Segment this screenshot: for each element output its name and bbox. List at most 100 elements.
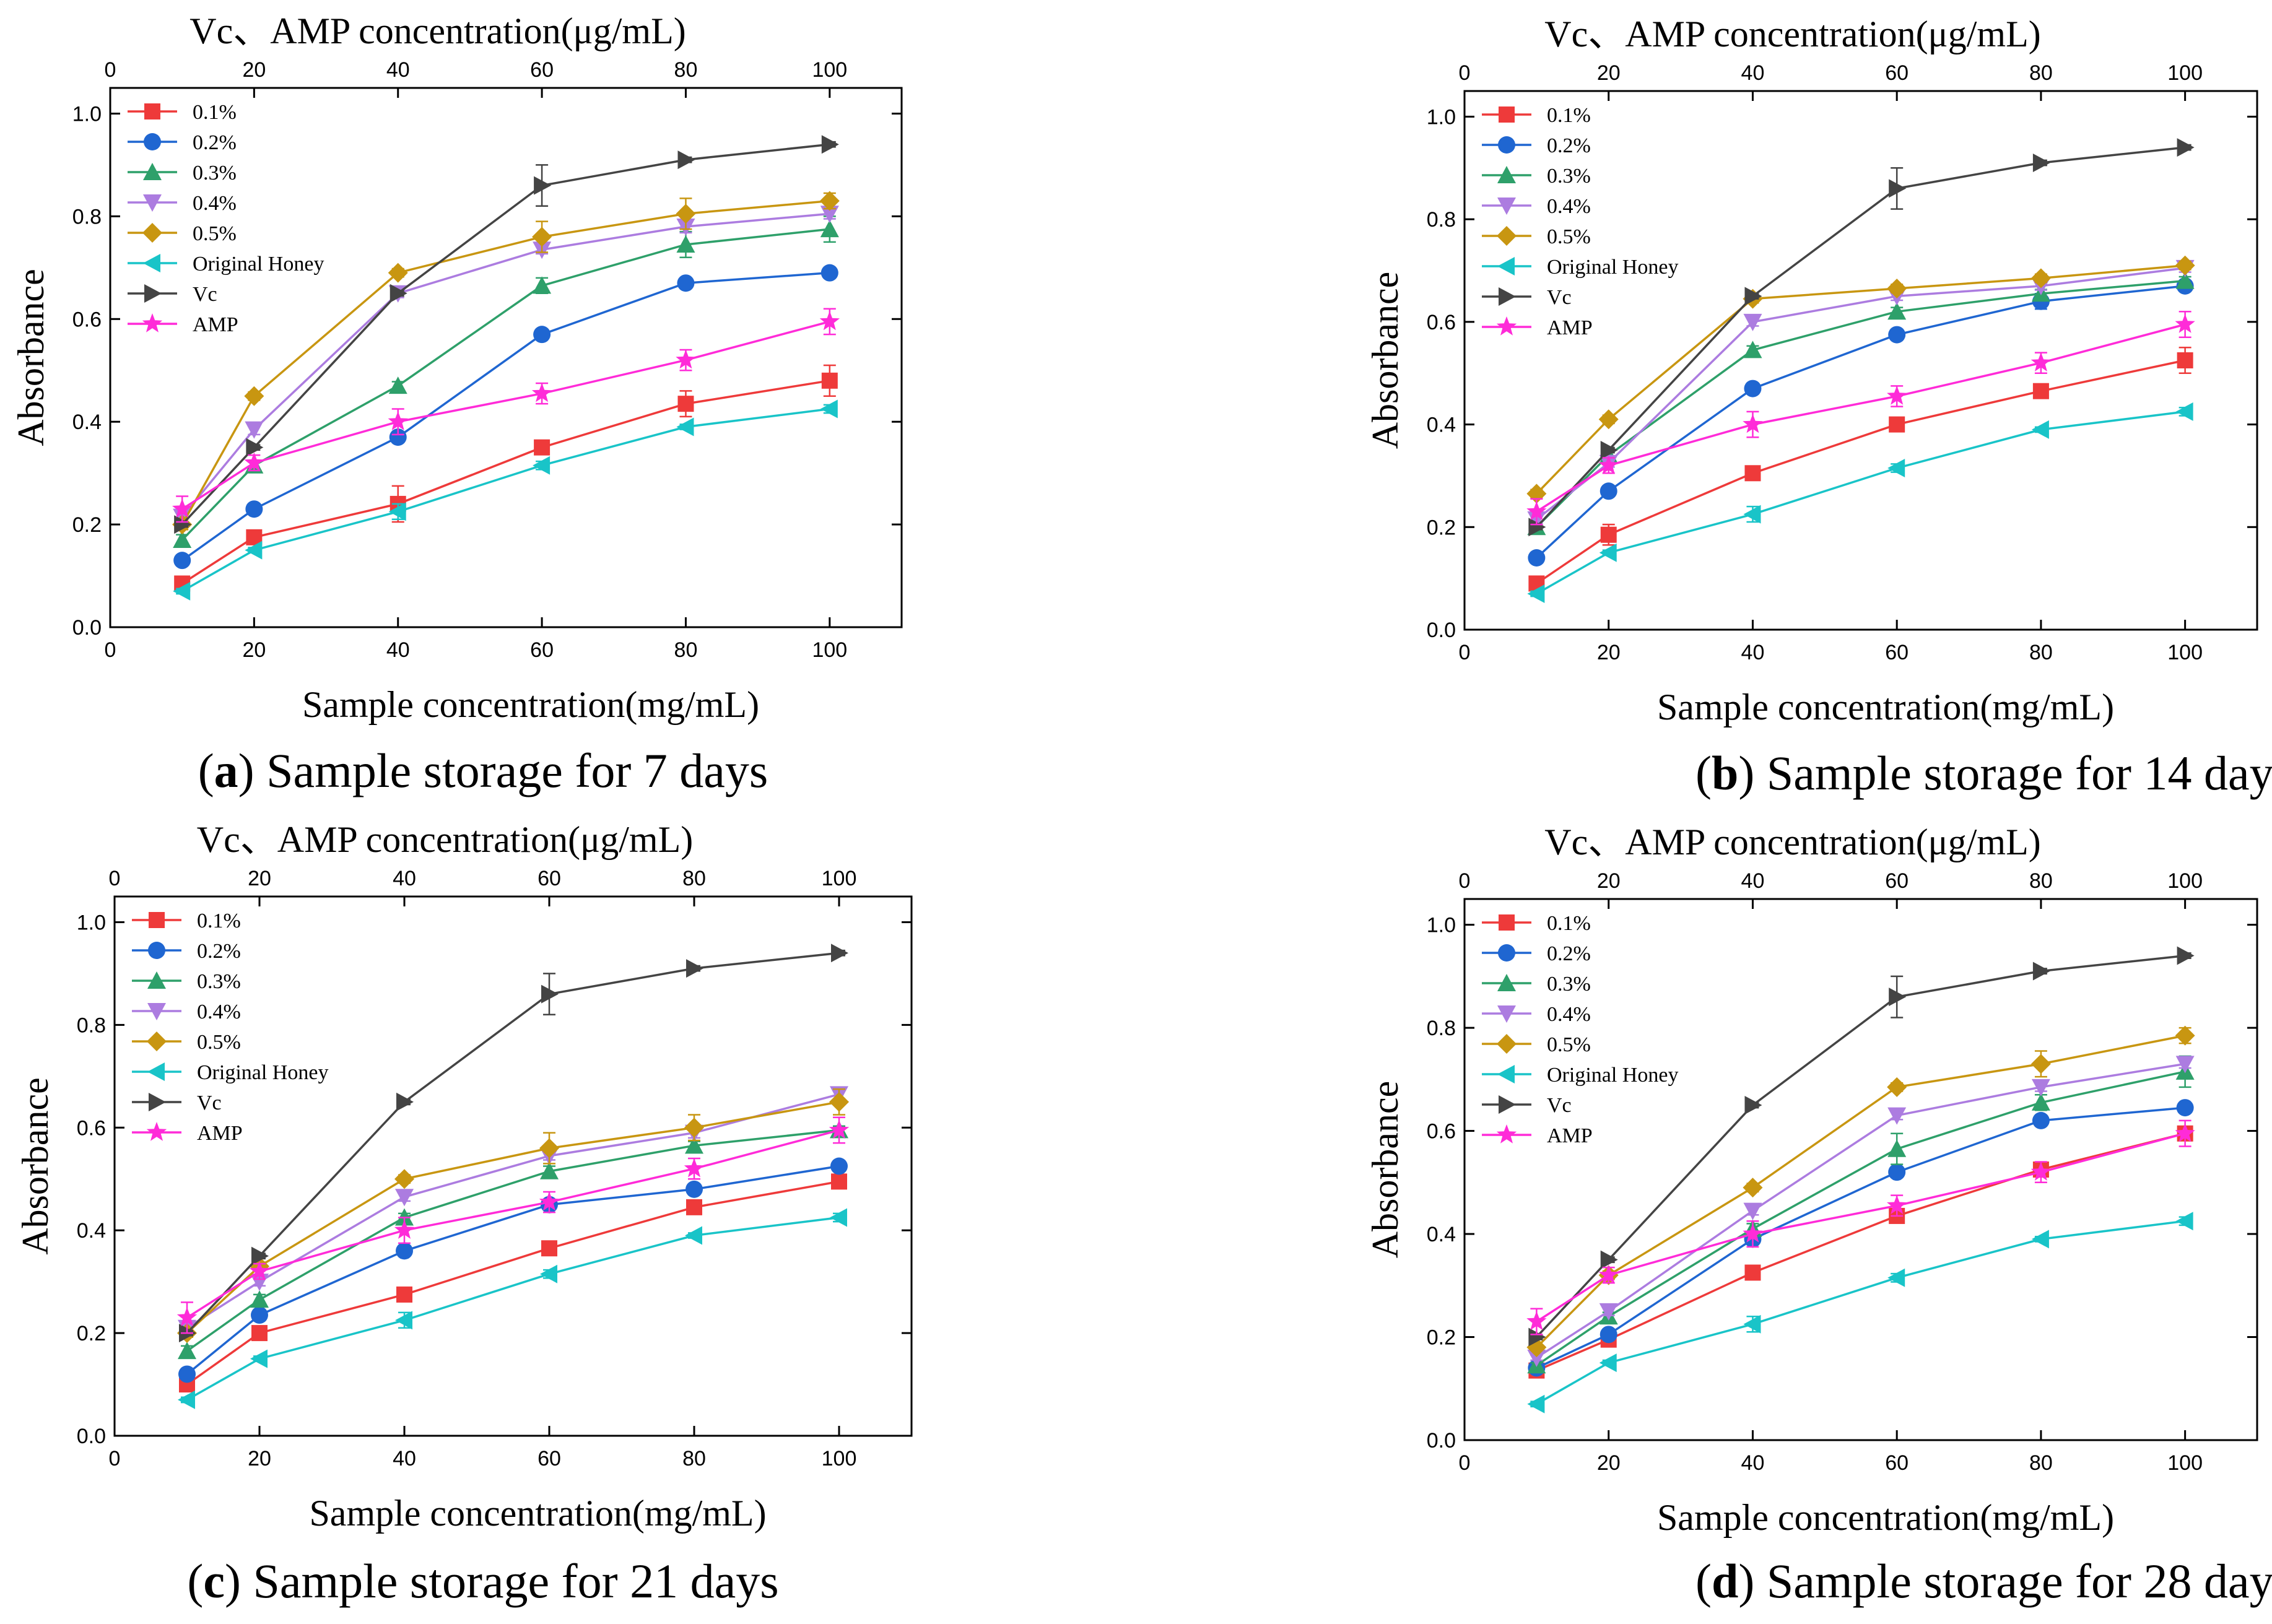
data-point (1527, 1349, 1546, 1367)
legend-item: 0.3% (132, 970, 241, 993)
y-tick-label: 0.8 (77, 1014, 106, 1037)
x-tick-label: 40 (1741, 641, 1765, 664)
caption-letter: b (1712, 746, 1738, 800)
legend-swatch-marker (1498, 136, 1515, 154)
data-point (686, 959, 703, 978)
data-point (1887, 1268, 1905, 1287)
series-line (186, 1129, 840, 1319)
data-point (540, 1264, 557, 1283)
data-point (245, 500, 263, 518)
x2-tick-label: 40 (1741, 869, 1765, 893)
legend-swatch-marker (143, 194, 162, 212)
panel-caption: (a) Sample storage for 7 days (198, 744, 768, 797)
x-tick-label: 60 (1885, 641, 1909, 664)
legend-swatch-marker (1498, 944, 1515, 962)
series-line (1536, 1106, 2185, 1370)
x2-tick-label: 0 (109, 867, 121, 890)
caption-paren-close: ) (1738, 1554, 1754, 1608)
data-point (534, 439, 551, 456)
data-point (2030, 1162, 2052, 1181)
data-point (1600, 1326, 1617, 1344)
x2-tick-label: 20 (1597, 869, 1621, 893)
series-line (186, 1093, 840, 1329)
data-point (1599, 1353, 1617, 1373)
plot-frame (109, 87, 903, 628)
series-line (186, 1180, 840, 1386)
data-point (2030, 268, 2051, 289)
data-point (396, 1286, 412, 1303)
legend-swatch-marker (1499, 106, 1515, 123)
data-point (829, 1119, 850, 1139)
data-point (533, 276, 552, 294)
x-tick-label: 80 (682, 1447, 706, 1470)
legend-label: 0.1% (1547, 912, 1591, 935)
data-point (686, 1199, 702, 1215)
series-0-1- (1528, 1125, 2193, 1379)
caption-letter: c (203, 1554, 225, 1608)
legend-item: 0.1% (1482, 104, 1591, 127)
y-axis-title: Absorbance (11, 269, 51, 446)
data-point (395, 1311, 412, 1330)
series-0-1- (179, 1173, 847, 1393)
legend-label: AMP (1547, 1124, 1593, 1147)
series-line (1536, 1062, 2185, 1359)
x2-tick-label: 80 (2029, 869, 2053, 893)
legend-item: AMP (128, 313, 238, 336)
data-point (245, 421, 264, 439)
x2-tick-label: 80 (674, 58, 698, 82)
data-point (684, 1118, 704, 1138)
data-point (249, 1261, 270, 1280)
legend-item: 0.2% (1482, 134, 1591, 157)
legend-swatch-marker (146, 1122, 167, 1141)
x2-axis-title: Vc、AMP concentration(μg/mL) (1544, 14, 2040, 54)
data-point (533, 456, 551, 475)
data-point (2031, 1230, 2049, 1249)
data-point (1599, 1303, 1618, 1321)
data-point (676, 235, 695, 253)
legend-swatch-marker (1499, 287, 1516, 306)
data-point (1889, 416, 1905, 433)
data-point (2175, 1122, 2195, 1142)
y-tick-label: 0.4 (1427, 414, 1456, 437)
data-point (1888, 326, 1906, 344)
legend-item: 0.1% (1482, 912, 1591, 935)
data-point (178, 1390, 195, 1409)
data-point (388, 263, 408, 283)
series-original-honey (1527, 1212, 2193, 1413)
data-point (2032, 962, 2050, 981)
y-tick-label: 1.0 (72, 102, 102, 126)
data-point (1743, 1202, 1762, 1220)
y-tick-label: 1.0 (1427, 105, 1456, 129)
data-point (2032, 154, 2050, 172)
legend-swatch-marker (148, 942, 165, 959)
data-point (1528, 1327, 1546, 1347)
y-tick-label: 0.8 (1427, 1017, 1456, 1040)
series-0-4- (1527, 259, 2195, 529)
legend-swatch-marker (142, 313, 163, 332)
x2-tick-label: 20 (1597, 61, 1621, 85)
caption-text: Sample storage for 14 days (1754, 746, 2272, 800)
data-point (1889, 179, 1907, 198)
x2-axis-title: Vc、AMP concentration(μg/mL) (197, 819, 693, 860)
x2-tick-label: 60 (530, 58, 554, 82)
data-point (540, 1162, 559, 1179)
data-point (1600, 482, 1617, 500)
caption-text: Sample storage for 21 days (241, 1554, 779, 1608)
data-point (676, 349, 696, 369)
y-tick-label: 0.8 (1427, 208, 1456, 232)
legend-label: AMP (193, 313, 238, 336)
series-line (186, 1129, 840, 1352)
data-point (819, 191, 840, 211)
data-point (677, 396, 694, 412)
x-tick-label: 80 (2029, 641, 2053, 664)
data-point (244, 452, 264, 472)
legend-swatch-marker (1497, 1005, 1516, 1023)
x-tick-label: 0 (109, 1447, 121, 1470)
data-point (173, 530, 192, 548)
data-point (541, 1240, 557, 1257)
y-tick-label: 0.2 (1427, 1326, 1456, 1350)
data-point (2030, 352, 2052, 371)
data-point (1598, 409, 1619, 430)
y-axis-title: Absorbance (15, 1077, 56, 1255)
